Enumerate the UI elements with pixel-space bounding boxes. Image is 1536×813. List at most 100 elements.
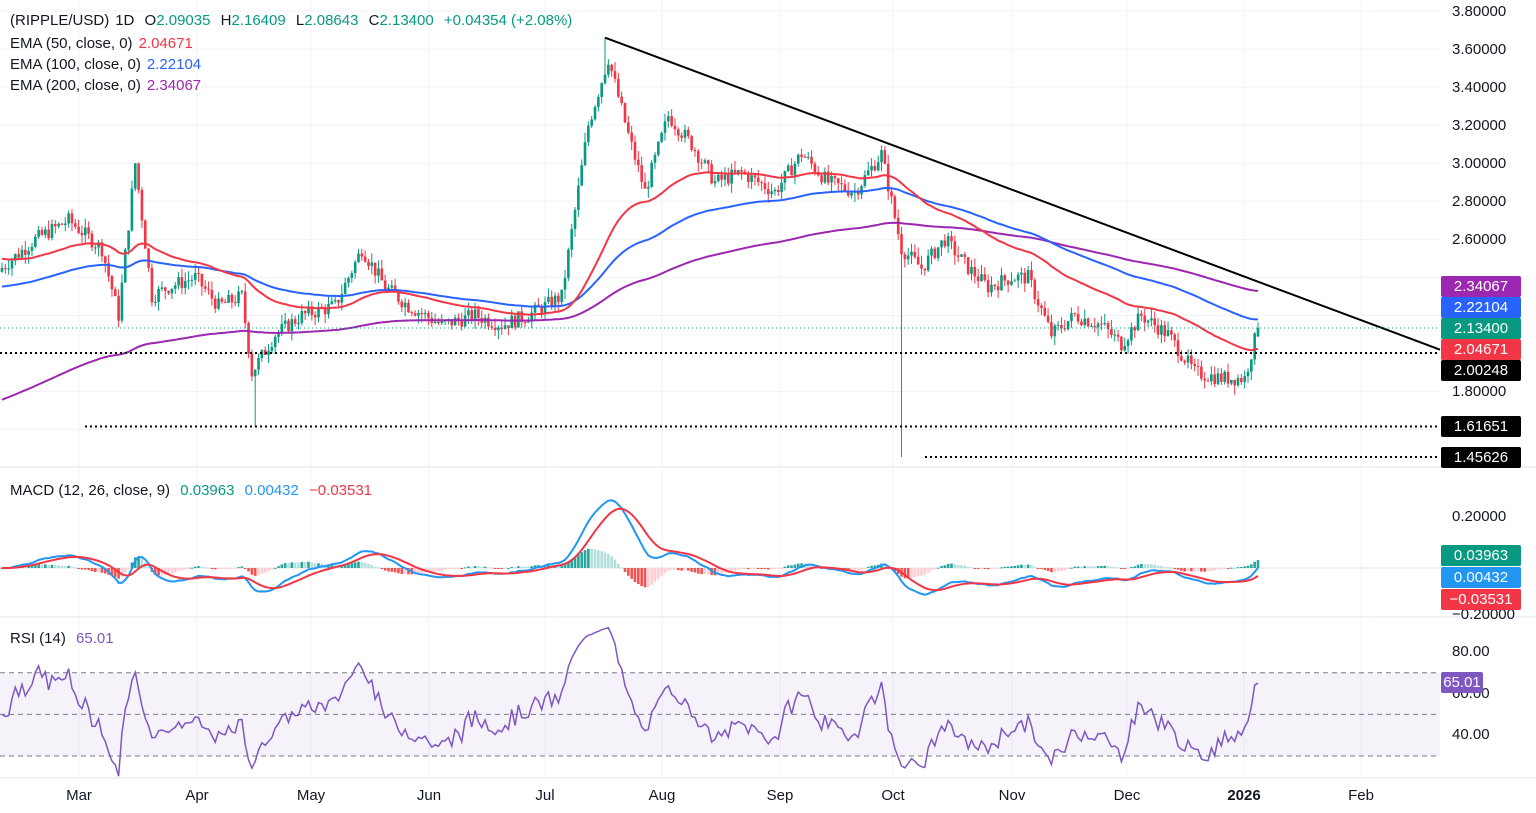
macd-histogram-bar	[27, 565, 30, 568]
macd-histogram-bar	[956, 565, 960, 568]
macd-histogram-bar	[1233, 567, 1236, 569]
candle-body	[423, 312, 427, 315]
macd-histogram-bar	[363, 562, 367, 568]
macd-histogram-bar	[1173, 568, 1177, 569]
macd-histogram-bar	[377, 567, 380, 569]
candle-body	[530, 312, 534, 322]
ema50-legend: EMA (50, close, 0) 2.04671	[10, 35, 199, 52]
macd-histogram-bar	[367, 564, 370, 568]
macd-histogram-bar	[500, 568, 504, 569]
candle-body	[623, 103, 627, 123]
macd-histogram-bar	[293, 562, 297, 568]
candle-body	[387, 287, 390, 290]
macd-histogram-bar	[1016, 565, 1020, 568]
candle-body	[1010, 281, 1013, 285]
candle-body	[856, 191, 860, 195]
candle-body	[1040, 305, 1043, 309]
candle-body	[257, 357, 260, 370]
macd-histogram-bar	[660, 568, 663, 576]
macd-histogram-bar	[1160, 566, 1163, 568]
candle-body	[54, 223, 57, 227]
candle-body	[130, 188, 134, 231]
macd-histogram-bar	[640, 568, 643, 587]
macd-histogram-bar	[916, 568, 920, 577]
macd-hist-value: 0.03963	[180, 482, 235, 499]
macd-histogram-bar	[93, 568, 97, 572]
candle-body	[360, 253, 364, 257]
macd-histogram-bar	[577, 554, 580, 568]
candle-body	[397, 292, 400, 302]
macd-histogram-bar	[963, 565, 967, 568]
macd-histogram-bar	[870, 565, 873, 568]
ema100-line	[1, 186, 1259, 321]
candle-body	[663, 121, 667, 133]
macd-histogram-bar	[1250, 564, 1253, 568]
macd-histogram-bar	[83, 568, 87, 570]
candle-body	[230, 294, 234, 303]
candle-body	[347, 277, 350, 283]
candle-body	[103, 256, 107, 264]
macd-histogram-bar	[1153, 564, 1157, 568]
candle-body	[313, 315, 317, 318]
macd-histogram-bar	[557, 565, 560, 568]
candle-body	[297, 323, 300, 325]
candle-body	[1153, 318, 1157, 326]
macd-histogram-bar	[503, 568, 507, 569]
candle-body	[293, 319, 297, 324]
candle-body	[1146, 320, 1150, 323]
macd-histogram-bar	[1110, 566, 1113, 568]
macd-histogram-bar	[1193, 568, 1197, 572]
candle-body	[760, 182, 763, 184]
x-tick: Jul	[535, 787, 555, 804]
candle-body	[903, 254, 907, 260]
candle-body	[270, 347, 274, 352]
macd-tick: 0.20000	[1452, 508, 1507, 525]
macd-histogram-bar	[860, 568, 863, 570]
candle-body	[790, 165, 793, 176]
macd-histogram-bar	[926, 568, 930, 573]
candle-body	[963, 254, 967, 258]
candle-body	[613, 71, 617, 79]
macd-histogram-bar	[97, 568, 100, 572]
candle-body	[980, 274, 983, 282]
macd-histogram-bar	[527, 566, 530, 568]
candle-body	[1063, 328, 1067, 330]
macd-histogram-bar	[1133, 566, 1137, 568]
macd-histogram-bar	[73, 567, 77, 569]
candle-body	[1113, 334, 1117, 336]
macd-histogram-bar	[950, 563, 953, 568]
macd-histogram-bar	[953, 564, 957, 568]
candle-body	[57, 223, 60, 227]
candle-body	[1183, 360, 1187, 363]
candle-body	[200, 274, 204, 287]
candle-body	[1170, 330, 1173, 335]
candle-body	[1203, 378, 1206, 381]
macd-histogram-bar	[810, 564, 813, 568]
candle-body	[473, 309, 477, 321]
macd-histogram-bar	[493, 568, 497, 569]
candle-body	[497, 327, 500, 331]
macd-histogram-bar	[210, 568, 214, 569]
candle-body	[340, 293, 344, 303]
candle-body	[667, 116, 670, 122]
price-tick: 3.80000	[1452, 3, 1507, 20]
macd-histogram-bar	[353, 562, 357, 568]
macd-histogram-bar	[390, 568, 394, 572]
candle-body	[1053, 325, 1057, 337]
macd-histogram-bar	[1136, 564, 1140, 568]
candle-body	[517, 311, 520, 328]
candle-body	[1196, 366, 1200, 368]
candle-body	[123, 249, 127, 283]
candle-body	[627, 122, 630, 133]
macd-histogram-bar	[90, 568, 94, 572]
candle-body	[560, 289, 564, 303]
macd-histogram-bar	[457, 568, 460, 569]
candle-body	[916, 256, 920, 265]
candle-body	[660, 132, 663, 142]
macd-line-tag: 0.00432	[1441, 567, 1521, 588]
macd-histogram-bar	[343, 563, 347, 568]
candle-body	[1096, 323, 1100, 328]
macd-histogram-bar	[583, 550, 587, 568]
candle-body	[986, 280, 990, 293]
